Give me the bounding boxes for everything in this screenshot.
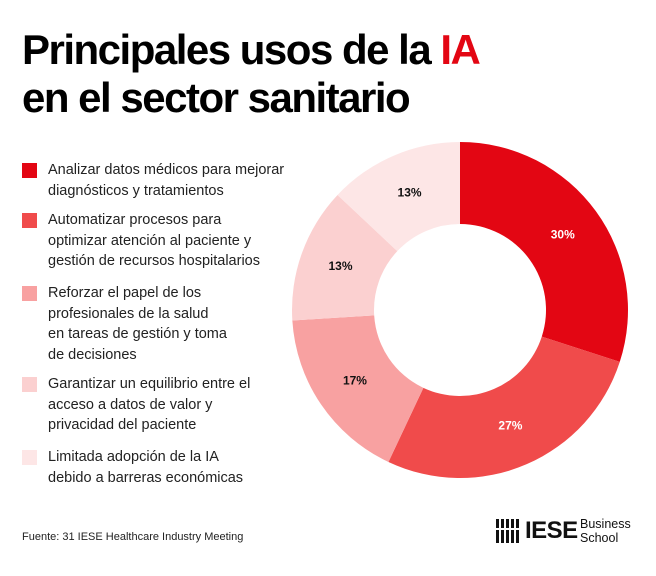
donut-slice	[292, 315, 424, 463]
legend-label: Limitada adopción de la IA debido a barr…	[48, 449, 244, 486]
donut-slice	[292, 194, 398, 321]
legend-swatch	[22, 377, 37, 392]
slice-value-label: 30%	[551, 228, 575, 242]
legend-swatch	[22, 163, 37, 178]
legend-swatch	[22, 286, 37, 301]
legend-label: Analizar datos médicos para mejorar diag…	[48, 162, 285, 199]
slice-value-label: 13%	[398, 186, 422, 200]
donut-slice	[337, 142, 460, 252]
title-line1: Principales usos de la IA	[22, 26, 481, 73]
iese-mark-icon	[496, 519, 519, 543]
slice-value-label: 17%	[343, 374, 367, 388]
logo-brand: IESE	[525, 517, 578, 544]
donut-slice	[460, 142, 628, 362]
slice-value-label: 27%	[498, 419, 522, 433]
logo-subtitle: Business School	[580, 517, 631, 545]
chart-title: Principales usos de la IA en el sector s…	[22, 26, 481, 122]
legend-label: Reforzar el papel de los profesionales d…	[48, 285, 227, 363]
legend-swatch	[22, 450, 37, 465]
legend-label: Automatizar procesos para optimizar aten…	[48, 212, 260, 269]
iese-logo: IESE Business School	[496, 516, 636, 546]
title-line2: en el sector sanitario	[22, 74, 411, 121]
source-note: Fuente: 31 IESE Healthcare Industry Meet…	[22, 531, 244, 543]
title-highlight: IA	[440, 26, 481, 73]
slice-value-label: 13%	[328, 259, 352, 273]
legend-label: Garantizar un equilibrio entre el acceso…	[48, 376, 251, 433]
donut-chart: 30% 27% 17% 13% 13%	[292, 142, 628, 478]
legend-swatch	[22, 213, 37, 228]
donut-slice	[388, 336, 620, 478]
